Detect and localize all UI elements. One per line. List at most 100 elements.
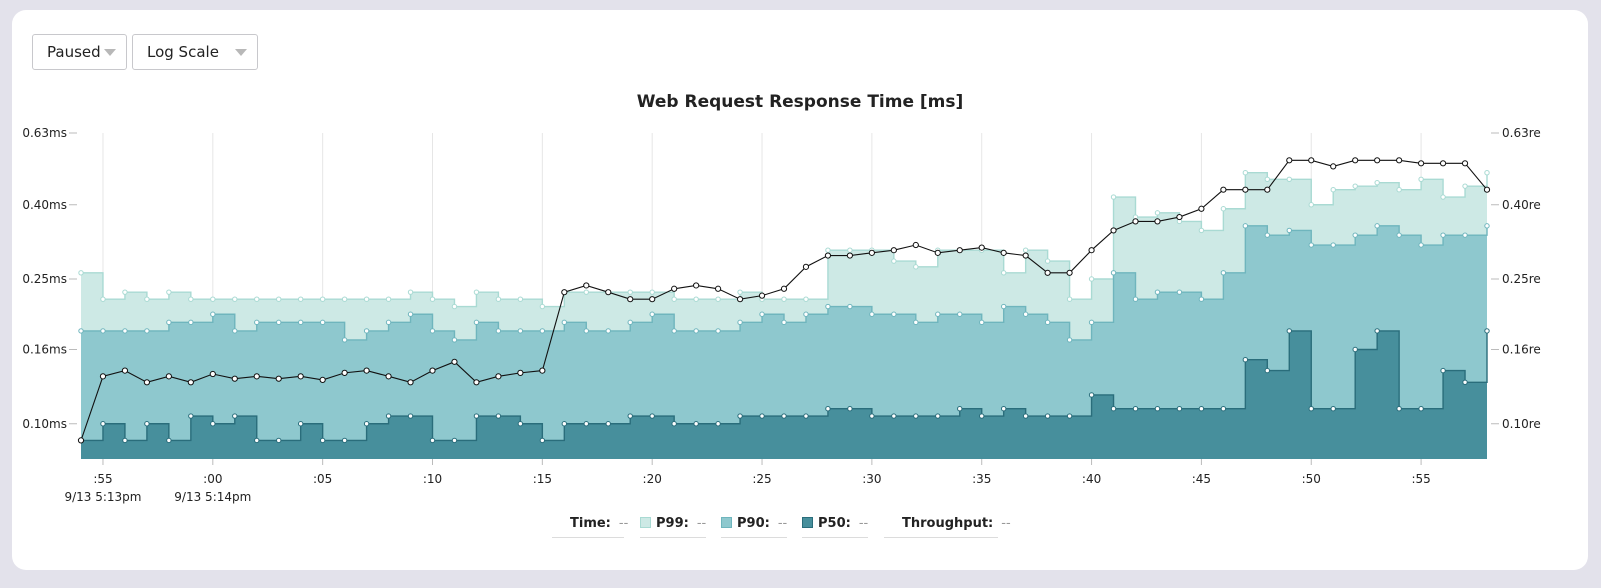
throughput-point [561, 289, 568, 296]
state-dropdown[interactable]: Paused [32, 34, 127, 70]
legend-p50[interactable]: P50: -- [802, 513, 868, 538]
p90-point [1286, 227, 1292, 234]
throughput-point [143, 379, 151, 386]
p90-point [605, 328, 611, 334]
p50-point [1396, 405, 1402, 412]
p50-point [144, 421, 150, 427]
scale-dropdown[interactable]: Log Scale [132, 34, 258, 70]
p90-point [1462, 232, 1468, 238]
y-tick-label-2: 0.25ms [22, 272, 67, 286]
p99-point [166, 289, 172, 295]
throughput-point [605, 289, 612, 296]
p50-point [473, 413, 480, 419]
p99-point [1044, 258, 1051, 264]
p99-point [825, 247, 831, 253]
throughput-point [693, 282, 700, 289]
p90-point [1088, 319, 1095, 326]
p90-point [869, 311, 875, 317]
p99-point [232, 296, 238, 302]
p50-point [210, 421, 216, 427]
p50-point [957, 405, 963, 412]
p90-swatch [721, 517, 732, 528]
p50-point [627, 413, 633, 419]
p99-point [210, 296, 216, 302]
p99-point [693, 296, 699, 302]
legend-throughput-label: Throughput: [902, 516, 994, 531]
legend-time-label: Time: [570, 516, 611, 531]
p99-point [1066, 296, 1073, 302]
p90-point [144, 328, 150, 334]
p90-point [891, 311, 897, 317]
p90-point [495, 328, 502, 334]
x-tick-label-5: :20 [643, 472, 662, 486]
throughput-point [231, 375, 238, 382]
throughput-point [1132, 218, 1139, 225]
throughput-point [1417, 160, 1425, 167]
p99-point [1220, 206, 1227, 212]
p90-point [1110, 270, 1117, 276]
p99-point [1088, 276, 1095, 282]
throughput-point [583, 282, 590, 289]
p90-point [913, 319, 919, 326]
legend-p99-value: -- [696, 516, 707, 531]
throughput-point [1110, 227, 1117, 234]
p50-point [1220, 405, 1227, 412]
p50-point [276, 437, 282, 444]
p90-point [1418, 242, 1424, 248]
p50-point [1330, 405, 1336, 412]
throughput-point [736, 296, 744, 303]
x-tick-label-12: :55 [1411, 472, 1430, 486]
p99-point [319, 296, 326, 302]
throughput-point [297, 373, 304, 380]
chart-title: Web Request Response Time [ms] [636, 92, 964, 112]
p50-point [188, 413, 194, 419]
p90-point [473, 319, 480, 326]
p50-point [1484, 328, 1490, 334]
p50-point [495, 413, 502, 419]
p99-point [649, 289, 655, 295]
throughput-point [429, 367, 436, 374]
p90-point [1066, 337, 1073, 343]
p90-point [232, 328, 238, 334]
p90-point [407, 311, 414, 317]
x-tick-label-7: :30 [862, 472, 881, 486]
p99-point [451, 303, 458, 310]
p99-point [1022, 247, 1029, 253]
p90-point [341, 337, 348, 343]
p99-point [1308, 202, 1314, 208]
throughput-point [758, 292, 766, 299]
throughput-point [846, 252, 854, 259]
throughput-point [77, 437, 85, 444]
p90-point [561, 319, 568, 326]
p99-point [1440, 194, 1446, 200]
p99-point [1396, 187, 1402, 193]
p99-point [671, 296, 677, 302]
x-tick-label-6: :25 [752, 472, 771, 486]
p50-point [583, 421, 589, 427]
throughput-point [1088, 247, 1095, 254]
p50-point [1110, 405, 1117, 412]
throughput-point [1396, 157, 1403, 164]
p90-point [693, 328, 699, 334]
throughput-point [187, 379, 194, 386]
throughput-point [473, 379, 480, 386]
chevron-down-icon [235, 49, 247, 56]
throughput-point [824, 252, 832, 259]
throughput-point [253, 373, 260, 380]
p90-point [1176, 289, 1183, 295]
p50-point [605, 421, 611, 427]
throughput-point [341, 369, 348, 376]
throughput-point [121, 367, 129, 374]
p50-point [517, 421, 524, 427]
legend-p99[interactable]: P99: -- [640, 513, 706, 538]
p50-point [803, 413, 809, 419]
x-tick-label-8: :35 [972, 472, 991, 486]
p90-point [759, 311, 765, 317]
legend-throughput-value: -- [1001, 516, 1011, 531]
p90-point [429, 328, 436, 334]
p50-point [297, 421, 304, 427]
p99-point [276, 296, 282, 302]
legend-p90[interactable]: P90: -- [721, 513, 787, 538]
throughput-point [671, 285, 678, 292]
p99-point [1110, 194, 1117, 200]
